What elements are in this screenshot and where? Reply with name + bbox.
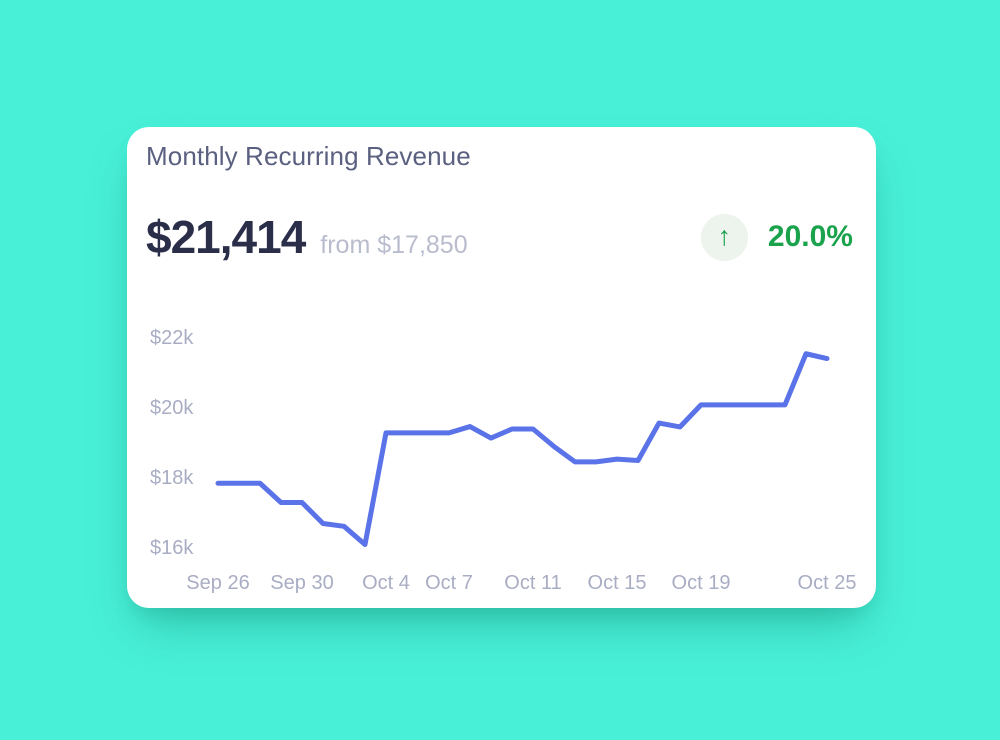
mrr-card: Monthly Recurring Revenue $21,414 from $… — [127, 127, 876, 608]
metric-row: $21,414 from $17,850 ↑ 20.0% — [146, 211, 853, 263]
trend-badge: ↑ — [700, 213, 748, 261]
metric-values: $21,414 from $17,850 — [146, 210, 468, 264]
x-axis-tick-label: Oct 7 — [425, 572, 473, 594]
x-axis-tick-label: Oct 15 — [588, 572, 647, 594]
current-value: $21,414 — [146, 211, 306, 263]
x-axis-tick-label: Oct 11 — [504, 572, 561, 594]
x-axis-tick-label: Oct 25 — [798, 572, 857, 594]
y-axis-tick-label: $16k — [150, 537, 194, 559]
card-title: Monthly Recurring Revenue — [146, 141, 471, 171]
y-axis-tick-label: $18k — [150, 467, 194, 489]
y-axis-tick-label: $22k — [150, 327, 194, 349]
previous-value: from $17,850 — [320, 231, 468, 259]
x-axis-tick-label: Oct 4 — [362, 572, 410, 594]
revenue-chart-svg: $16k $18k $20k $22k Sep 26 Sep 30 Oct 4 Oct 7 Oc… — [150, 327, 857, 594]
change-percent: 20.0% — [767, 220, 853, 253]
trend-indicator: ↑ 20.0% — [700, 213, 853, 261]
arrow-up-icon: ↑ — [717, 220, 732, 251]
revenue-chart: $16k $18k $20k $22k Sep 26 Sep 30 Oct 4 Oct 7 Oc… — [127, 310, 876, 600]
revenue-line-series — [215, 351, 830, 547]
y-axis-tick-label: $20k — [150, 397, 194, 419]
x-axis-tick-label: Sep 30 — [270, 572, 333, 594]
x-axis-tick-label: Sep 26 — [186, 572, 249, 594]
x-axis-tick-label: Oct 19 — [672, 572, 731, 594]
